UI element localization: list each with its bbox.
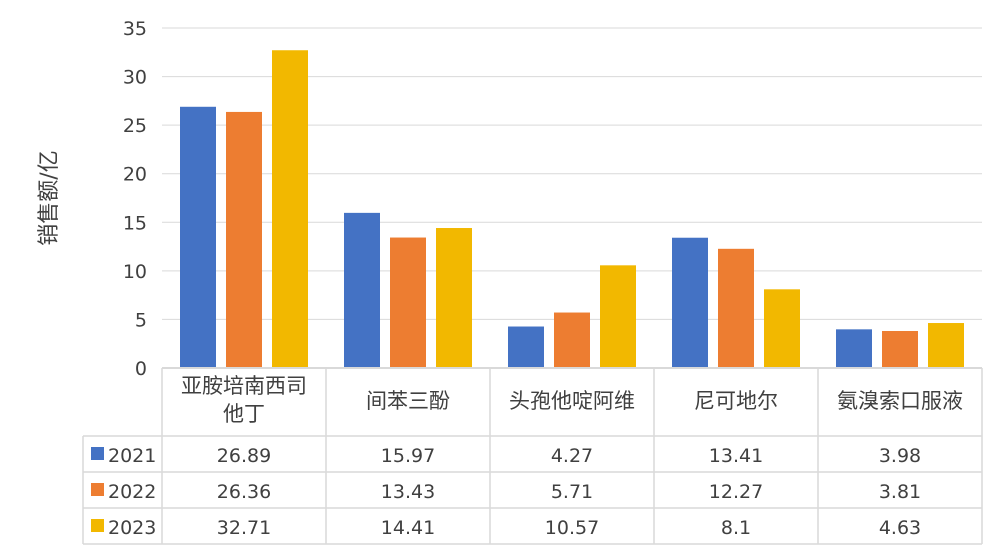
y-tick-label: 0 xyxy=(135,358,147,380)
bar-2021 xyxy=(508,326,544,368)
legend-swatch-2023 xyxy=(91,519,104,532)
data-table-value: 3.81 xyxy=(879,481,921,503)
data-table-value: 5.71 xyxy=(551,481,593,503)
data-table-value: 26.36 xyxy=(217,481,271,503)
category-label: 间苯三酚 xyxy=(366,389,450,413)
data-table-value: 3.98 xyxy=(879,445,921,467)
bar-2023 xyxy=(928,323,964,368)
category-label: 头孢他啶阿维 xyxy=(509,389,635,413)
data-table-value: 32.71 xyxy=(217,517,271,539)
legend-swatch-2022 xyxy=(91,483,104,496)
legend-label: 2022 xyxy=(108,481,156,503)
bar-2022 xyxy=(390,237,426,368)
y-tick-label: 5 xyxy=(135,309,147,331)
data-table-value: 26.89 xyxy=(217,445,271,467)
y-tick-label: 20 xyxy=(123,164,147,186)
legend-swatch-2021 xyxy=(91,447,104,460)
data-table-value: 4.63 xyxy=(879,517,921,539)
data-table-value: 13.41 xyxy=(709,445,763,467)
bar-2023 xyxy=(272,50,308,368)
legend-label: 2021 xyxy=(108,445,156,467)
bar-2023 xyxy=(600,265,636,368)
legend-label: 2023 xyxy=(108,517,156,539)
category-label: 氨溴索口服液 xyxy=(837,389,963,413)
bar-2021 xyxy=(672,237,708,368)
y-tick-label: 30 xyxy=(123,67,147,89)
bar-2023 xyxy=(764,289,800,368)
data-table-value: 14.41 xyxy=(381,517,435,539)
data-table-value: 4.27 xyxy=(551,445,593,467)
category-label: 他丁 xyxy=(223,402,265,426)
bar-2021 xyxy=(344,212,380,368)
data-table-value: 8.1 xyxy=(721,517,751,539)
bar-2021 xyxy=(836,329,872,368)
y-tick-label: 25 xyxy=(123,115,147,137)
category-label: 尼可地尔 xyxy=(694,389,778,413)
data-table-value: 15.97 xyxy=(381,445,435,467)
bar-2022 xyxy=(882,330,918,368)
bar-2022 xyxy=(718,248,754,368)
bar-2022 xyxy=(554,312,590,368)
data-table-value: 10.57 xyxy=(545,517,599,539)
y-tick-label: 10 xyxy=(123,261,147,283)
y-tick-label: 35 xyxy=(123,18,147,40)
bar-2023 xyxy=(436,228,472,368)
bar-2022 xyxy=(226,111,262,368)
y-tick-label: 15 xyxy=(123,212,147,234)
bar-2021 xyxy=(180,106,216,368)
category-label: 亚胺培南西司 xyxy=(181,374,307,398)
y-axis-label: 销售额/亿 xyxy=(37,150,62,245)
data-table-value: 12.27 xyxy=(709,481,763,503)
data-table-value: 13.43 xyxy=(381,481,435,503)
